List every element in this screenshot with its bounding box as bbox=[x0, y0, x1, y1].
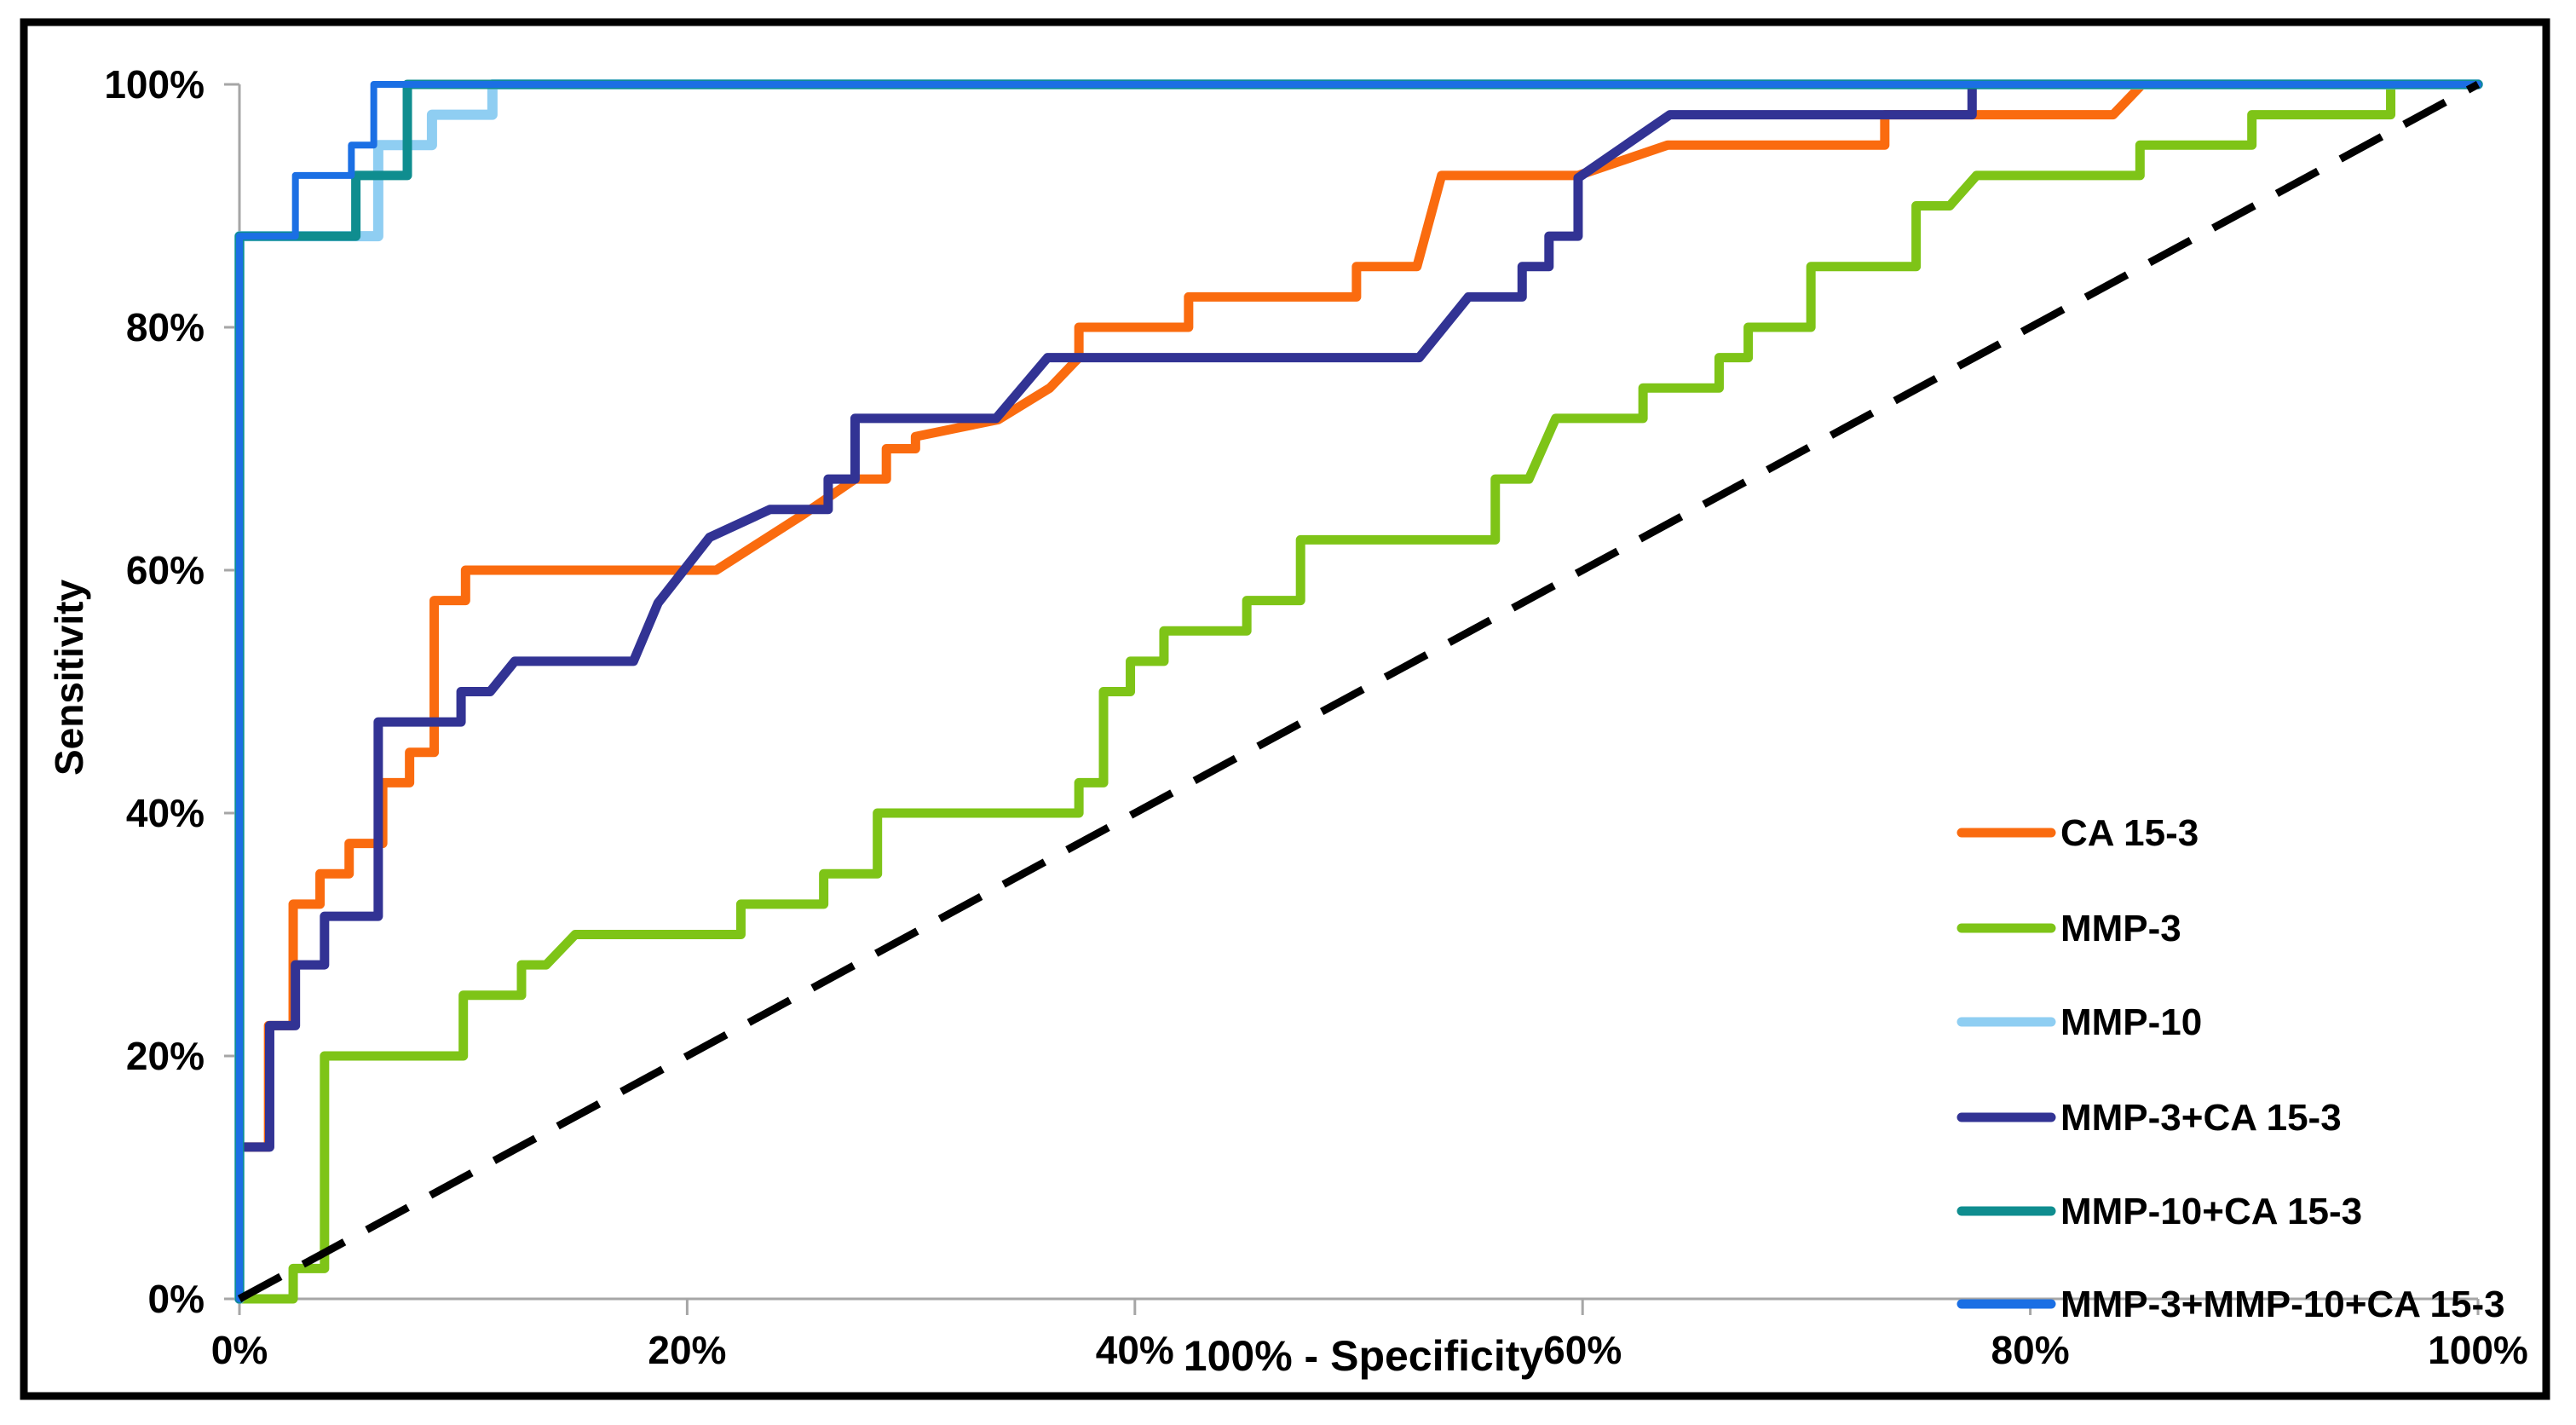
curve-mmp-3-mmp-10-ca-15-3 bbox=[236, 81, 2481, 1302]
legend-item-mmp-3-ca-15-3: MMP-3+CA 15-3 bbox=[1956, 1097, 2342, 1139]
curve-mmp-3 bbox=[234, 79, 2483, 1304]
legend-label: MMP-10 bbox=[2060, 1001, 2202, 1043]
x-tick-label: 80% bbox=[1991, 1328, 2070, 1372]
chance-diagonal-line bbox=[237, 81, 2481, 1302]
y-tick-label: 40% bbox=[126, 791, 205, 835]
legend-item-ca-15-3: CA 15-3 bbox=[1956, 812, 2199, 854]
legend-label: CA 15-3 bbox=[2060, 812, 2199, 854]
tick-labels: 0% 20% 40% 60% 80% 100% 0% 20% 40% 60% 80% 100% bbox=[104, 62, 2527, 1372]
y-tick-label: 60% bbox=[126, 548, 205, 592]
legend: CA 15-3 MMP-3 MMP-10 MMP-3+CA 15-3 MMP-10+CA… bbox=[1956, 812, 2505, 1325]
y-tick-label: 0% bbox=[148, 1277, 205, 1321]
x-tick-label: 20% bbox=[648, 1328, 726, 1372]
legend-item-mmp-10-ca-15-3: MMP-10+CA 15-3 bbox=[1956, 1191, 2362, 1232]
chance-diagonal-group bbox=[237, 81, 2481, 1302]
legend-label: MMP-3+MMP-10+CA 15-3 bbox=[2060, 1284, 2505, 1325]
y-tick-label: 20% bbox=[126, 1034, 205, 1078]
x-tick-label: 60% bbox=[1543, 1328, 1622, 1372]
curve-ca-15-3 bbox=[234, 79, 2483, 1304]
chart-border bbox=[20, 18, 2550, 1400]
curve-mmp-3-ca-15-3 bbox=[234, 79, 2483, 1304]
curves bbox=[234, 79, 2483, 1304]
y-tick-label: 80% bbox=[126, 305, 205, 349]
legend-label: MMP-10+CA 15-3 bbox=[2060, 1191, 2362, 1232]
y-tick-label: 100% bbox=[104, 62, 205, 107]
x-tick-label: 0% bbox=[211, 1328, 268, 1372]
legend-item-mmp-10: MMP-10 bbox=[1956, 1001, 2202, 1043]
x-tick-label: 100% bbox=[2428, 1328, 2528, 1372]
x-axis-title: 100% - Specificity bbox=[1184, 1332, 1544, 1380]
legend-item-mmp-3: MMP-3 bbox=[1956, 908, 2181, 949]
y-axis-title: Sensitivity bbox=[47, 580, 91, 776]
legend-label: MMP-3 bbox=[2060, 908, 2181, 949]
legend-label: MMP-3+CA 15-3 bbox=[2060, 1097, 2342, 1139]
x-tick-label: 40% bbox=[1096, 1328, 1174, 1372]
legend-item-mmp-3-mmp-10-ca-15-3: MMP-3+MMP-10+CA 15-3 bbox=[1956, 1284, 2505, 1325]
